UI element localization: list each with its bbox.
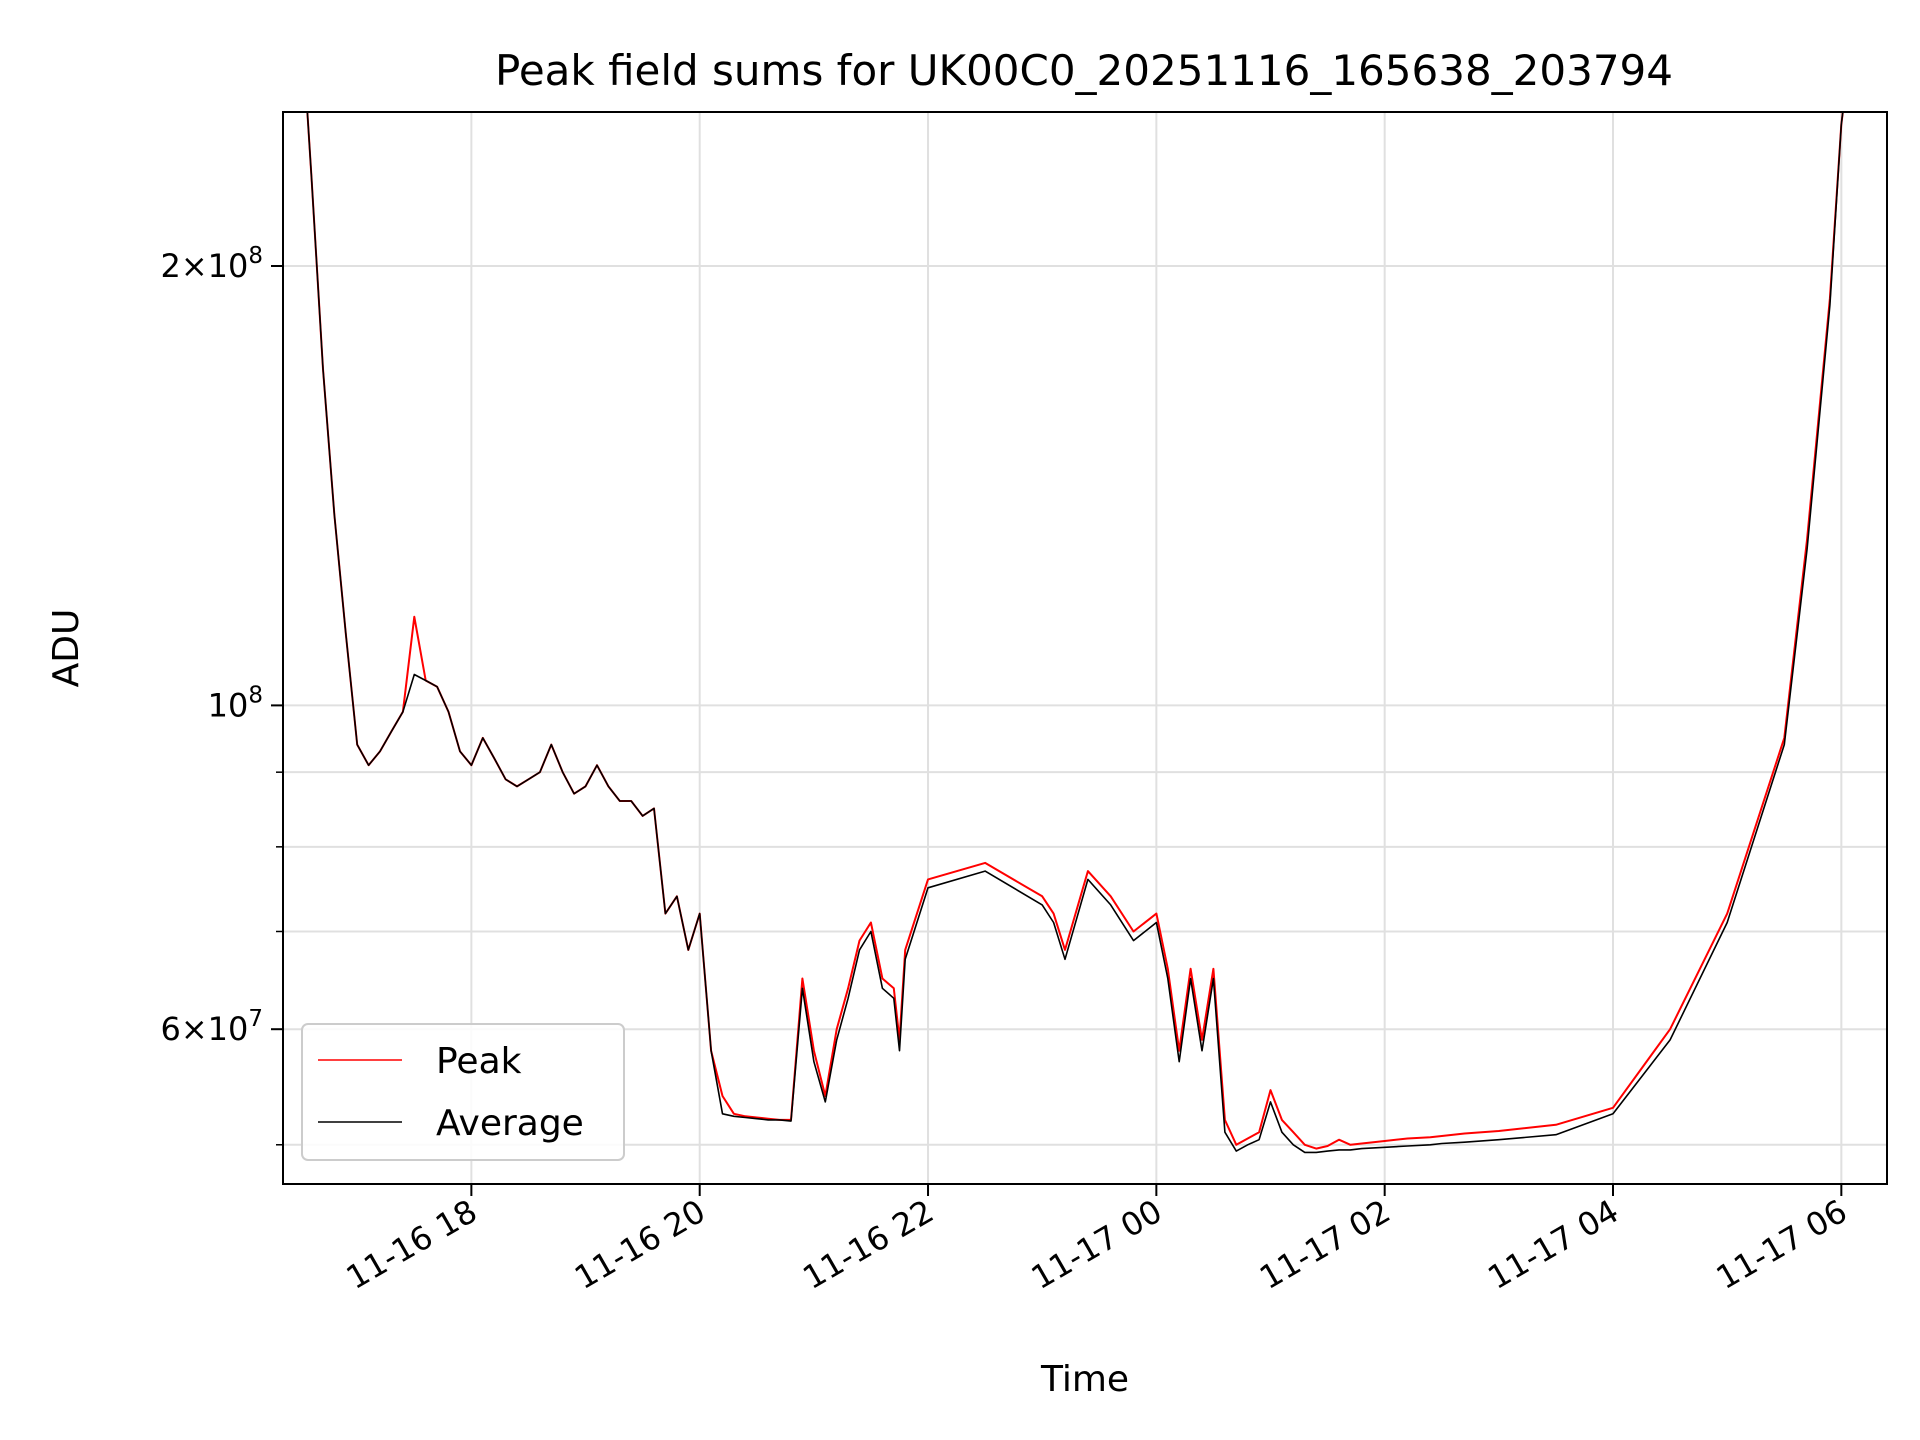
y-tick-label: 108 xyxy=(208,682,263,724)
legend-box xyxy=(301,1023,625,1161)
chart-title: Peak field sums for UK00C0_20251116_1656… xyxy=(495,46,1673,95)
series-line-average xyxy=(306,112,1844,1154)
y-tick-label: 6×107 xyxy=(160,1006,263,1048)
y-axis-label: ADU xyxy=(46,609,87,688)
legend-average-label: Average xyxy=(436,1103,584,1144)
y-tick-label: 2×108 xyxy=(160,243,263,285)
x-axis-label: Time xyxy=(1040,1359,1129,1400)
plot-area-frame xyxy=(282,111,1888,1185)
legend-peak-label: Peak xyxy=(436,1041,522,1082)
legend: Peak Average xyxy=(301,1023,625,1161)
series-layer xyxy=(306,112,1844,1154)
